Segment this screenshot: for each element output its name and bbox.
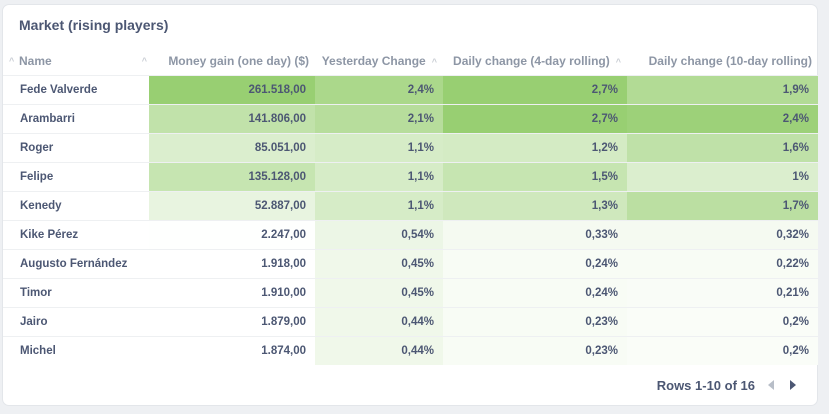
column-header-name[interactable]: ^ Name ^ xyxy=(9,53,147,68)
table-cell: 135.128,00 xyxy=(149,161,315,191)
table-cell: 0,32% xyxy=(627,219,818,249)
table-row: Arambarri 141.806,00 2,1% 2,7% 2,4% xyxy=(3,103,818,133)
table-card: Market (rising players) ^ Name ^ Money g… xyxy=(2,4,818,406)
table-cell: 1,1% xyxy=(315,132,443,162)
table-row: Roger 85.051,00 1,1% 1,2% 1,6% xyxy=(3,132,818,162)
table-cell: 0,45% xyxy=(315,248,443,278)
table-cell: 2,7% xyxy=(443,74,627,104)
table-row: Kike Pérez 2.247,00 0,54% 0,33% 0,32% xyxy=(3,219,818,249)
table-row: Kenedy 52.887,00 1,1% 1,3% 1,7% xyxy=(3,190,818,220)
sort-icon: ^ xyxy=(431,56,437,67)
player-name-cell: Michel xyxy=(3,335,149,365)
card-title: Market (rising players) xyxy=(19,17,169,33)
column-header-money-gain[interactable]: Money gain (one day) ($) xyxy=(168,53,309,68)
table-cell: 1.879,00 xyxy=(149,306,315,336)
table-cell: 1.918,00 xyxy=(149,248,315,278)
table-cell: 0,23% xyxy=(443,335,627,365)
table-cell: 1,2% xyxy=(443,132,627,162)
table-cell: 261.518,00 xyxy=(149,74,315,104)
table-cell: 0,23% xyxy=(443,306,627,336)
table-cell: 0,2% xyxy=(627,306,818,336)
table-cell: 1,6% xyxy=(627,132,818,162)
table-cell: 0,22% xyxy=(627,248,818,278)
player-name-cell: Kike Pérez xyxy=(3,219,149,249)
table-cell: 0,21% xyxy=(627,277,818,307)
player-name-cell: Jairo xyxy=(3,306,149,336)
table-cell: 0,33% xyxy=(443,219,627,249)
table-row: Felipe 135.128,00 1,1% 1,5% 1% xyxy=(3,161,818,191)
table-cell: 0,24% xyxy=(443,248,627,278)
sort-icon: ^ xyxy=(615,56,621,67)
table-cell: 1,1% xyxy=(315,190,443,220)
table-cell: 1,7% xyxy=(627,190,818,220)
table-cell: 2,4% xyxy=(627,103,818,133)
player-name-cell: Roger xyxy=(3,132,149,162)
table-cell: 141.806,00 xyxy=(149,103,315,133)
table-cell: 1,1% xyxy=(315,161,443,191)
player-name-cell: Fede Valverde xyxy=(3,74,149,104)
table-cell: 0,24% xyxy=(443,277,627,307)
table-row: Augusto Fernández 1.918,00 0,45% 0,24% 0,22% xyxy=(3,248,818,278)
table-cell: 0,45% xyxy=(315,277,443,307)
table-cell: 1,5% xyxy=(443,161,627,191)
table-cell: 85.051,00 xyxy=(149,132,315,162)
table-cell: 1,9% xyxy=(627,74,818,104)
pagination: Rows 1-10 of 16 xyxy=(657,375,799,395)
table-row: Timor 1.910,00 0,45% 0,24% 0,21% xyxy=(3,277,818,307)
player-name-cell: Arambarri xyxy=(3,103,149,133)
table-cell: 0,44% xyxy=(315,335,443,365)
sort-icon: ^ xyxy=(141,56,147,66)
player-name-cell: Kenedy xyxy=(3,190,149,220)
column-header-10day-rolling[interactable]: Daily change (10-day rolling) xyxy=(648,53,812,68)
table-cell: 1% xyxy=(627,161,818,191)
table-body: Fede Valverde 261.518,00 2,4% 2,7% 1,9% Aramb… xyxy=(3,74,818,365)
table-cell: 0,54% xyxy=(315,219,443,249)
chevron-right-icon[interactable] xyxy=(787,378,799,392)
table-cell: 52.887,00 xyxy=(149,190,315,220)
player-name-cell: Timor xyxy=(3,277,149,307)
table-cell: 2,1% xyxy=(315,103,443,133)
table-cell: 1.874,00 xyxy=(149,335,315,365)
player-name-cell: Augusto Fernández xyxy=(3,248,149,278)
player-name-cell: Felipe xyxy=(3,161,149,191)
table-cell: 0,2% xyxy=(627,335,818,365)
table-header-row: ^ Name ^ Money gain (one day) ($) Yester… xyxy=(3,47,818,75)
table-row: Michel 1.874,00 0,44% 0,23% 0,2% xyxy=(3,335,818,365)
table-cell: 1,3% xyxy=(443,190,627,220)
sort-icon: ^ xyxy=(9,56,15,66)
market-table: ^ Name ^ Money gain (one day) ($) Yester… xyxy=(3,47,818,365)
table-cell: 2,7% xyxy=(443,103,627,133)
table-cell: 2.247,00 xyxy=(149,219,315,249)
column-header-yesterday-change[interactable]: Yesterday Change ^ xyxy=(321,53,437,68)
chevron-left-icon[interactable] xyxy=(765,378,777,392)
table-cell: 0,44% xyxy=(315,306,443,336)
column-header-4day-rolling[interactable]: Daily change (4-day rolling) ^ xyxy=(453,53,621,68)
rows-count-label: Rows 1-10 of 16 xyxy=(656,377,755,393)
table-cell: 2,4% xyxy=(315,74,443,104)
table-row: Fede Valverde 261.518,00 2,4% 2,7% 1,9% xyxy=(3,74,818,104)
table-row: Jairo 1.879,00 0,44% 0,23% 0,2% xyxy=(3,306,818,336)
table-cell: 1.910,00 xyxy=(149,277,315,307)
